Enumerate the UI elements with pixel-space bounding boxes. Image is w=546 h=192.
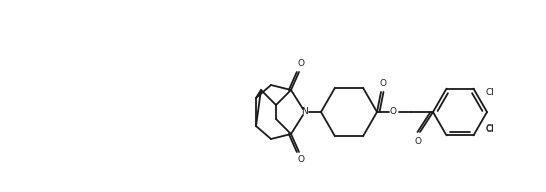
Text: O: O xyxy=(414,137,422,146)
Text: O: O xyxy=(379,79,387,89)
Text: O: O xyxy=(389,108,396,117)
Text: N: N xyxy=(301,108,308,117)
Text: Cl: Cl xyxy=(485,124,494,133)
Text: Cl: Cl xyxy=(485,125,494,134)
Text: Cl: Cl xyxy=(485,88,494,97)
Text: O: O xyxy=(298,60,305,69)
Text: O: O xyxy=(298,156,305,165)
